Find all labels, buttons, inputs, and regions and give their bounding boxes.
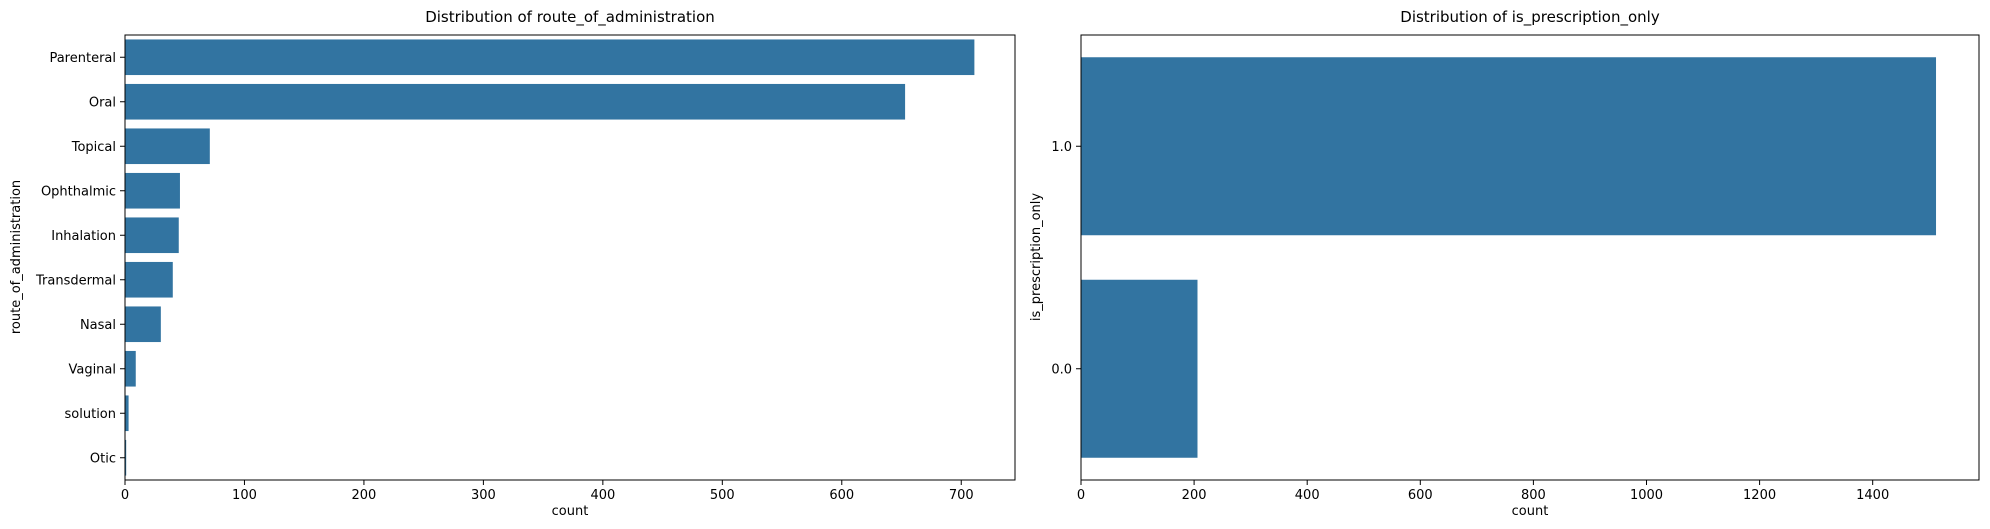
bar-parenteral	[125, 39, 975, 76]
y-tick-label: Vaginal	[68, 362, 116, 377]
chart-title: Distribution of route_of_administration	[425, 8, 715, 27]
bar-ophthalmic	[125, 172, 180, 209]
y-tick-labels: 1.0 0.0	[1051, 140, 1081, 377]
x-axis-label: count	[552, 504, 589, 519]
x-tick-label: 600	[1408, 488, 1433, 503]
x-tick-label: 800	[1521, 488, 1546, 503]
x-tick-label: 0	[121, 488, 129, 503]
y-tick-label: Parenteral	[49, 51, 116, 66]
x-tick-label: 300	[471, 488, 496, 503]
bar-vaginal	[125, 350, 136, 387]
y-tick-label: Topical	[71, 140, 116, 155]
bar-topical	[125, 128, 210, 165]
x-tick-label: 0	[1077, 488, 1085, 503]
y-axis-label: is_prescription_only	[1029, 193, 1044, 322]
x-tick-label: 600	[829, 488, 854, 503]
bar-inhalation	[125, 217, 179, 254]
y-tick-label: Oral	[89, 95, 116, 110]
x-tick-label: 400	[1295, 488, 1320, 503]
y-tick-label: Inhalation	[51, 229, 116, 244]
y-tick-label: solution	[65, 407, 116, 422]
bar-0-0	[1081, 279, 1198, 458]
bar-transdermal	[125, 261, 173, 298]
x-tick-label: 700	[949, 488, 974, 503]
y-tick-label: 1.0	[1051, 140, 1072, 155]
x-tick-label: 1000	[1630, 488, 1663, 503]
chart-route-of-administration: Distribution of route_of_administration …	[9, 8, 1016, 519]
y-tick-label: 0.0	[1051, 362, 1072, 377]
x-tick-label: 100	[232, 488, 257, 503]
bar-1-0	[1081, 57, 1937, 236]
bars	[125, 39, 975, 476]
x-tick-label: 1400	[1856, 488, 1889, 503]
y-tick-label: Transdermal	[35, 273, 116, 288]
bar-nasal	[125, 306, 161, 343]
x-axis-label: count	[1512, 504, 1549, 519]
plot-frame	[124, 34, 1016, 481]
x-tick-labels: 0 100 200 300 400 500 600 700	[121, 480, 974, 503]
chart-is-prescription-only: Distribution of is_prescription_only 1.0…	[1029, 8, 1980, 519]
plot-frame	[1080, 34, 1980, 481]
x-tick-label: 500	[710, 488, 735, 503]
x-tick-labels: 0 200 400 600 800 1000 1200 1400	[1077, 480, 1889, 503]
bar-solution	[125, 395, 129, 432]
bars	[1081, 57, 1937, 458]
y-tick-label: Nasal	[80, 318, 116, 333]
x-tick-label: 1200	[1743, 488, 1776, 503]
y-tick-label: Otic	[90, 451, 116, 466]
chart-title: Distribution of is_prescription_only	[1400, 8, 1660, 27]
bar-otic	[125, 439, 127, 476]
x-tick-label: 200	[1182, 488, 1207, 503]
y-tick-label: Ophthalmic	[41, 184, 116, 199]
y-axis-label: route_of_administration	[9, 180, 24, 334]
y-tick-labels: Parenteral Oral Topical Ophthalmic Inhalatio…	[35, 51, 125, 466]
x-tick-label: 400	[590, 488, 615, 503]
x-tick-label: 200	[352, 488, 377, 503]
bar-oral	[125, 83, 906, 120]
